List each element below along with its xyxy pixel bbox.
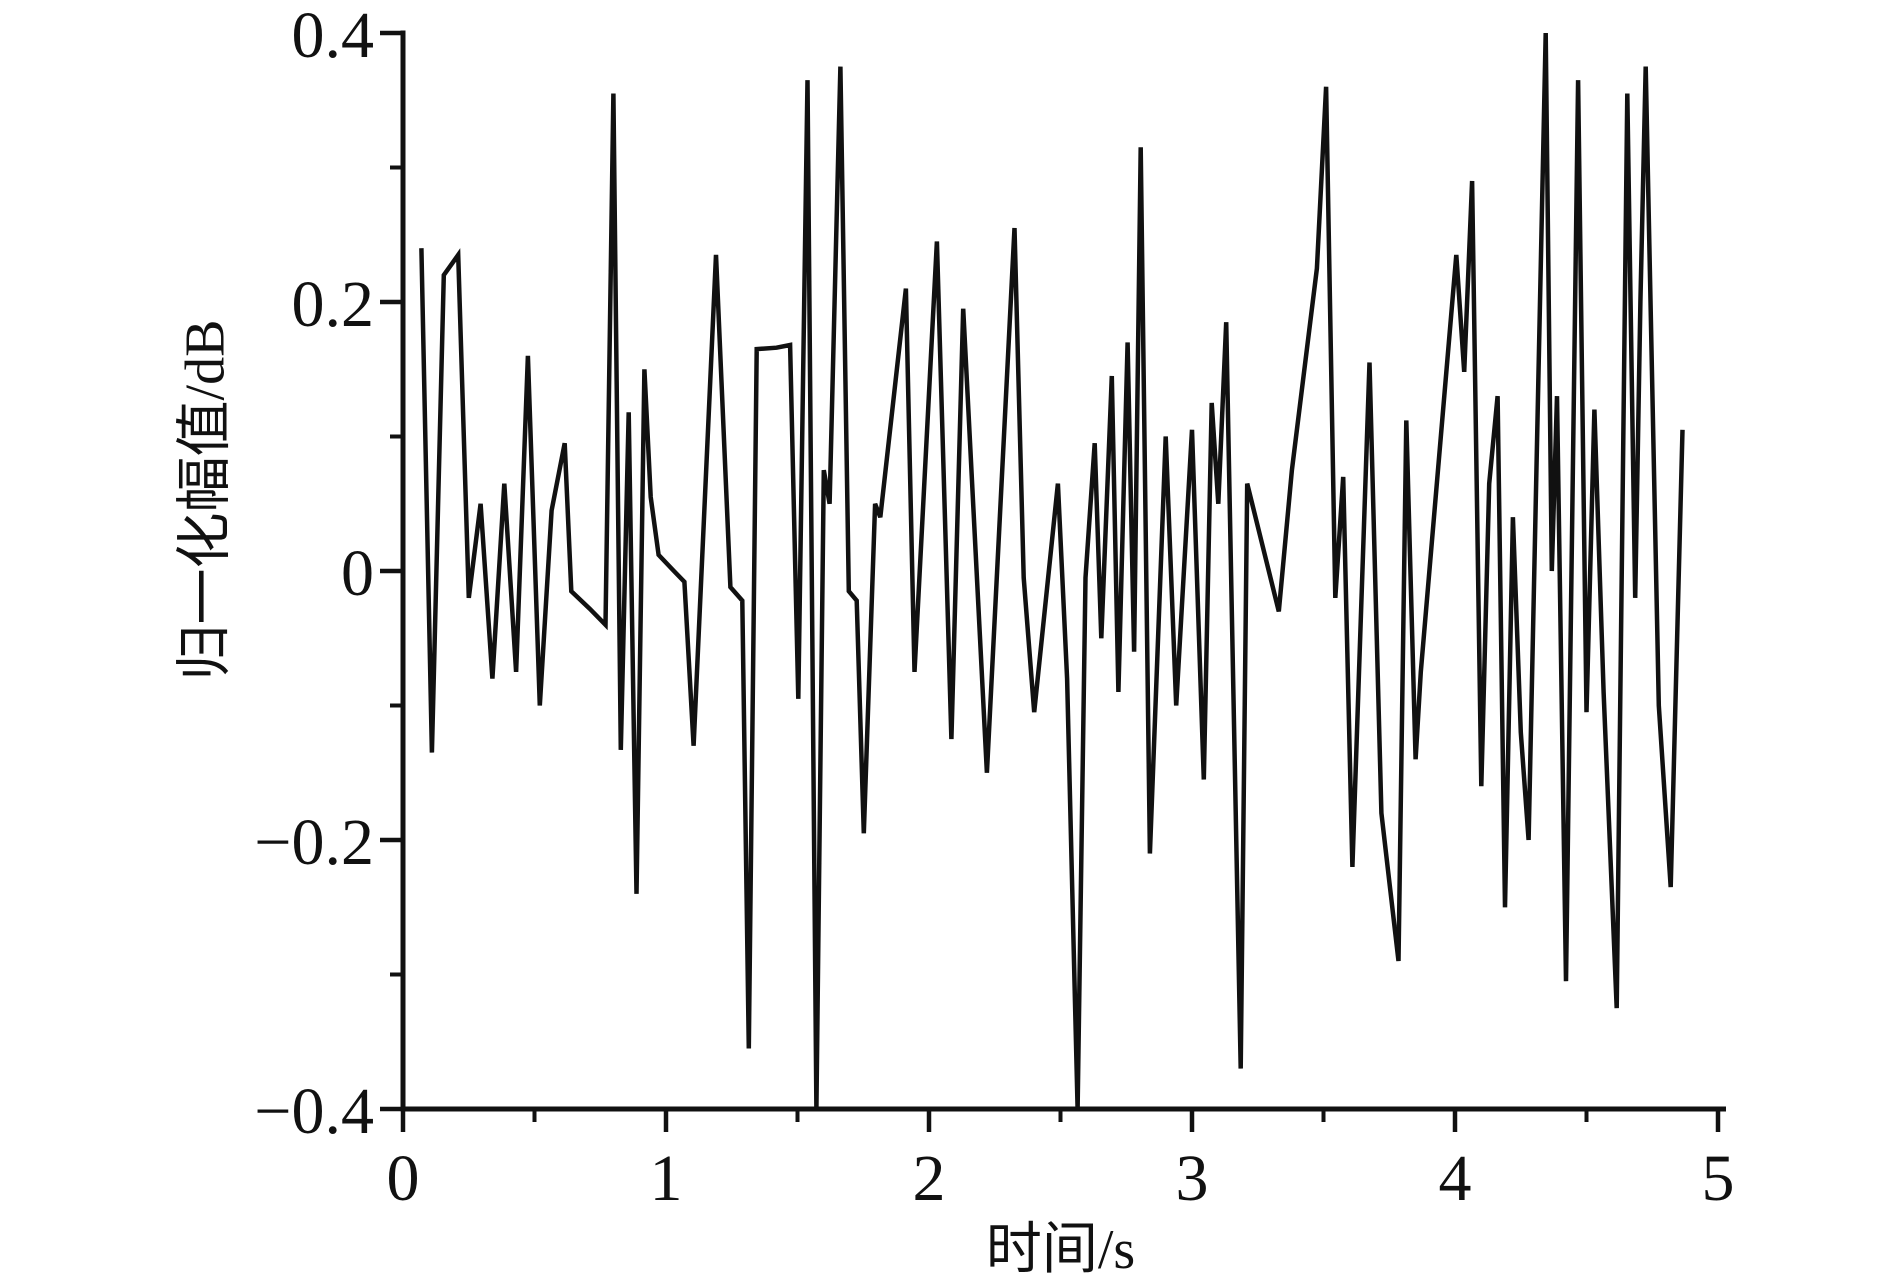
x-tick-label: 3	[1176, 1142, 1209, 1215]
x-tick-label: 2	[913, 1142, 946, 1215]
x-tick-label: 1	[650, 1142, 683, 1215]
y-tick-label: 0	[341, 537, 374, 610]
y-tick-label: −0.2	[254, 806, 374, 879]
y-tick-label: −0.4	[254, 1075, 374, 1148]
waveform-polyline	[419, 32, 1685, 1110]
x-tick-label: 0	[387, 1142, 420, 1215]
y-tick-label: 0.4	[292, 0, 375, 72]
x-axis-title: 时间/s	[985, 1219, 1136, 1277]
x-tick-label: 5	[1702, 1142, 1735, 1215]
x-tick-label: 4	[1439, 1142, 1472, 1215]
y-tick-label: 0.2	[292, 268, 375, 341]
y-axis-title: 归一化幅值/dB	[174, 319, 237, 681]
